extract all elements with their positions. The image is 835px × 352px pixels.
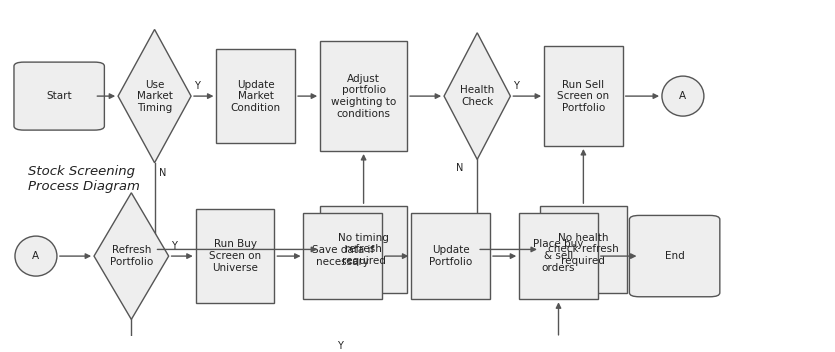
Bar <box>540 206 627 293</box>
Ellipse shape <box>15 236 57 276</box>
Text: Health
Check: Health Check <box>460 85 494 107</box>
Bar <box>320 41 407 151</box>
Text: No health
check refresh
required: No health check refresh required <box>548 233 619 266</box>
Text: Adjust
portfolio
weighting to
conditions: Adjust portfolio weighting to conditions <box>331 74 397 119</box>
Text: Stock Screening
Process Diagram: Stock Screening Process Diagram <box>28 165 139 194</box>
Text: Update
Portfolio: Update Portfolio <box>429 245 473 267</box>
FancyBboxPatch shape <box>630 215 720 297</box>
Bar <box>519 213 598 300</box>
Text: Y: Y <box>194 81 200 91</box>
Text: Update
Market
Condition: Update Market Condition <box>230 80 281 113</box>
Text: End: End <box>665 251 685 261</box>
Text: Y: Y <box>337 341 342 351</box>
Text: Place buy
& sell
orders: Place buy & sell orders <box>534 239 584 273</box>
Text: N: N <box>159 168 166 178</box>
Text: Run Sell
Screen on
Portfolio: Run Sell Screen on Portfolio <box>557 80 610 113</box>
Bar <box>544 46 623 146</box>
Text: A: A <box>680 91 686 101</box>
Bar <box>412 213 490 300</box>
Text: Y: Y <box>513 81 519 91</box>
Ellipse shape <box>662 76 704 116</box>
Polygon shape <box>444 33 510 159</box>
Bar <box>320 206 407 293</box>
Polygon shape <box>94 193 169 319</box>
Bar <box>195 209 275 303</box>
Bar <box>303 213 382 300</box>
Text: N: N <box>457 163 464 173</box>
Polygon shape <box>118 30 191 163</box>
Text: Y: Y <box>171 241 177 251</box>
FancyBboxPatch shape <box>14 62 104 130</box>
Text: Refresh
Portfolio: Refresh Portfolio <box>109 245 153 267</box>
Text: Use
Market
Timing: Use Market Timing <box>137 80 173 113</box>
Bar <box>216 49 295 143</box>
Text: A: A <box>33 251 39 261</box>
Text: No timing
refresh
required: No timing refresh required <box>338 233 389 266</box>
Text: Start: Start <box>47 91 72 101</box>
Text: Save data if
necessary: Save data if necessary <box>311 245 374 267</box>
Text: Run Buy
Screen on
Universe: Run Buy Screen on Universe <box>209 239 261 273</box>
